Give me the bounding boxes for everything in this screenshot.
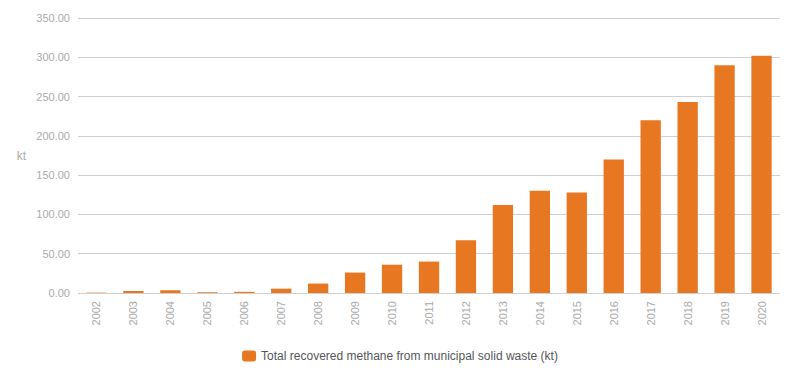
svg-text:200.00: 200.00 — [36, 130, 70, 142]
svg-text:2006: 2006 — [238, 301, 250, 325]
svg-text:2008: 2008 — [312, 301, 324, 325]
svg-text:Total recovered methane from m: Total recovered methane from municipal s… — [261, 349, 558, 363]
svg-text:350.00: 350.00 — [36, 12, 70, 24]
svg-text:2014: 2014 — [534, 301, 546, 325]
svg-text:150.00: 150.00 — [36, 169, 70, 181]
svg-text:2016: 2016 — [608, 301, 620, 325]
svg-text:300.00: 300.00 — [36, 51, 70, 63]
svg-text:2005: 2005 — [201, 301, 213, 325]
svg-text:2013: 2013 — [497, 301, 509, 325]
svg-text:2011: 2011 — [423, 301, 435, 325]
svg-text:2020: 2020 — [756, 301, 768, 325]
svg-text:2010: 2010 — [386, 301, 398, 325]
svg-text:2012: 2012 — [460, 301, 472, 325]
svg-text:0.00: 0.00 — [49, 287, 70, 299]
svg-text:2019: 2019 — [719, 301, 731, 325]
svg-text:250.00: 250.00 — [36, 91, 70, 103]
svg-text:2017: 2017 — [645, 301, 657, 325]
svg-text:2003: 2003 — [127, 301, 139, 325]
svg-text:2018: 2018 — [682, 301, 694, 325]
svg-text:50.00: 50.00 — [42, 248, 70, 260]
svg-text:2004: 2004 — [164, 301, 176, 325]
svg-text:2015: 2015 — [571, 301, 583, 325]
svg-text:2007: 2007 — [275, 301, 287, 325]
svg-text:2009: 2009 — [349, 301, 361, 325]
svg-text:2002: 2002 — [90, 301, 102, 325]
svg-text:100.00: 100.00 — [36, 208, 70, 220]
svg-text:kt: kt — [17, 149, 27, 163]
